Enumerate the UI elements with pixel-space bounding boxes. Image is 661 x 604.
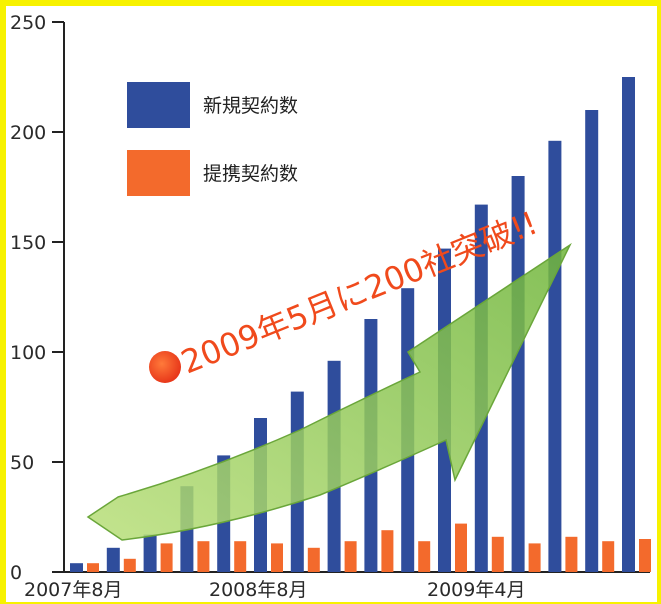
x-axis-labels: 2007年8月 2008年8月 2009年4月 xyxy=(24,579,525,601)
annotation-dot xyxy=(149,351,181,383)
y-tick-label: 0 xyxy=(10,562,22,584)
growth-arrow-shape xyxy=(86,242,572,541)
bar-new-contracts xyxy=(143,534,157,572)
y-tick-label: 100 xyxy=(10,342,46,364)
growth-arrow xyxy=(86,242,572,541)
bar-partner-contracts xyxy=(87,563,99,572)
bar-new-contracts xyxy=(622,77,635,572)
bar-partner-contracts xyxy=(307,547,320,572)
bar-partner-contracts xyxy=(381,530,394,572)
bar-partner-contracts xyxy=(344,541,357,572)
y-tick-label: 50 xyxy=(10,452,34,474)
bar-partner-contracts xyxy=(123,558,136,572)
bar-new-contracts xyxy=(548,140,562,573)
y-axis-ticks: 0 50 100 150 200 250 xyxy=(10,12,64,584)
bar-partner-contracts xyxy=(271,543,283,572)
bar-new-contracts xyxy=(70,563,83,572)
x-tick-label: 2009年4月 xyxy=(427,579,525,601)
bar-partner-contracts xyxy=(565,536,578,572)
bar-partner-contracts xyxy=(197,541,210,572)
bar-partner-contracts xyxy=(160,543,173,572)
y-tick-label: 150 xyxy=(10,232,46,254)
bar-partner-contracts xyxy=(639,539,651,572)
bar-new-contracts xyxy=(585,110,599,572)
legend-partner-contracts-label: 提携契約数 xyxy=(203,163,298,185)
bar-partner-contracts xyxy=(418,541,431,572)
bar-new-contracts xyxy=(511,176,525,572)
y-tick-label: 200 xyxy=(10,122,46,144)
bar-partner-contracts xyxy=(455,523,467,572)
x-tick-label: 2008年8月 xyxy=(209,579,307,601)
bar-new-contracts xyxy=(106,547,120,572)
legend-new-contracts-label: 新規契約数 xyxy=(203,95,298,117)
x-tick-label: 2007年8月 xyxy=(24,579,122,601)
bar-partner-contracts xyxy=(528,543,541,572)
bar-partner-contracts xyxy=(491,536,504,572)
bar-partner-contracts xyxy=(602,541,615,572)
bar-partner-contracts xyxy=(234,541,247,572)
legend-new-contracts-swatch xyxy=(127,82,190,128)
legend-partner-contracts-swatch xyxy=(127,150,190,196)
y-tick-label: 250 xyxy=(10,12,46,34)
